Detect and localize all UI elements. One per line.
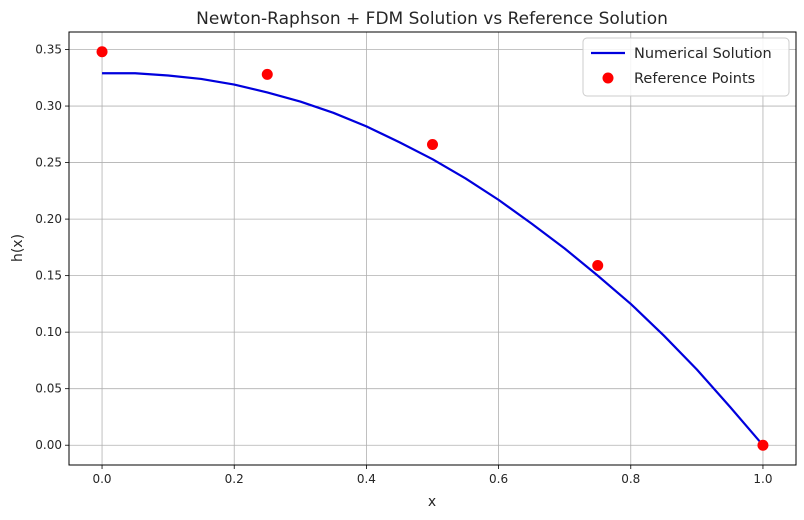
y-axis-ticks: 0.00 0.05 0.10 0.15 0.20 0.25 0.30 0.35 [35,43,69,452]
chart-title: Newton-Raphson + FDM Solution vs Referen… [196,9,668,29]
x-tick-label: 0.0 [92,472,111,486]
series-layer [96,46,769,451]
reference-point [757,439,769,451]
plot-frame [68,31,797,466]
y-tick-label: 0.25 [35,156,62,170]
legend-box [582,37,790,97]
reference-point [96,46,108,58]
x-tick-label: 1.0 [753,472,772,486]
legend: Numerical Solution Reference Points [582,37,790,97]
x-tick-label: 0.8 [621,472,640,486]
grid [69,32,796,465]
y-tick-label: 0.00 [35,438,62,452]
y-tick-label: 0.35 [35,43,62,57]
reference-point [592,259,604,271]
reference-point [427,138,438,150]
x-tick-label: 0.4 [357,472,376,486]
y-tick-label: 0.10 [35,325,62,339]
reference-point [261,68,273,80]
y-tick-label: 0.30 [35,99,62,113]
x-tick-label: 0.2 [225,472,244,486]
y-tick-label: 0.15 [35,269,62,283]
x-axis-ticks: 0.0 0.2 0.4 0.6 0.8 1.0 [92,465,773,486]
y-tick-label: 0.20 [35,212,62,226]
y-axis-label: h(x) [10,234,26,262]
y-tick-label: 0.05 [35,382,62,396]
legend-marker-swatch [602,72,614,84]
x-tick-label: 0.6 [489,472,508,486]
x-axis-label: x [428,494,436,510]
legend-label-numerical: Numerical Solution [634,46,772,62]
legend-label-reference: Reference Points [634,71,755,87]
numerical-solution-line [102,72,764,446]
